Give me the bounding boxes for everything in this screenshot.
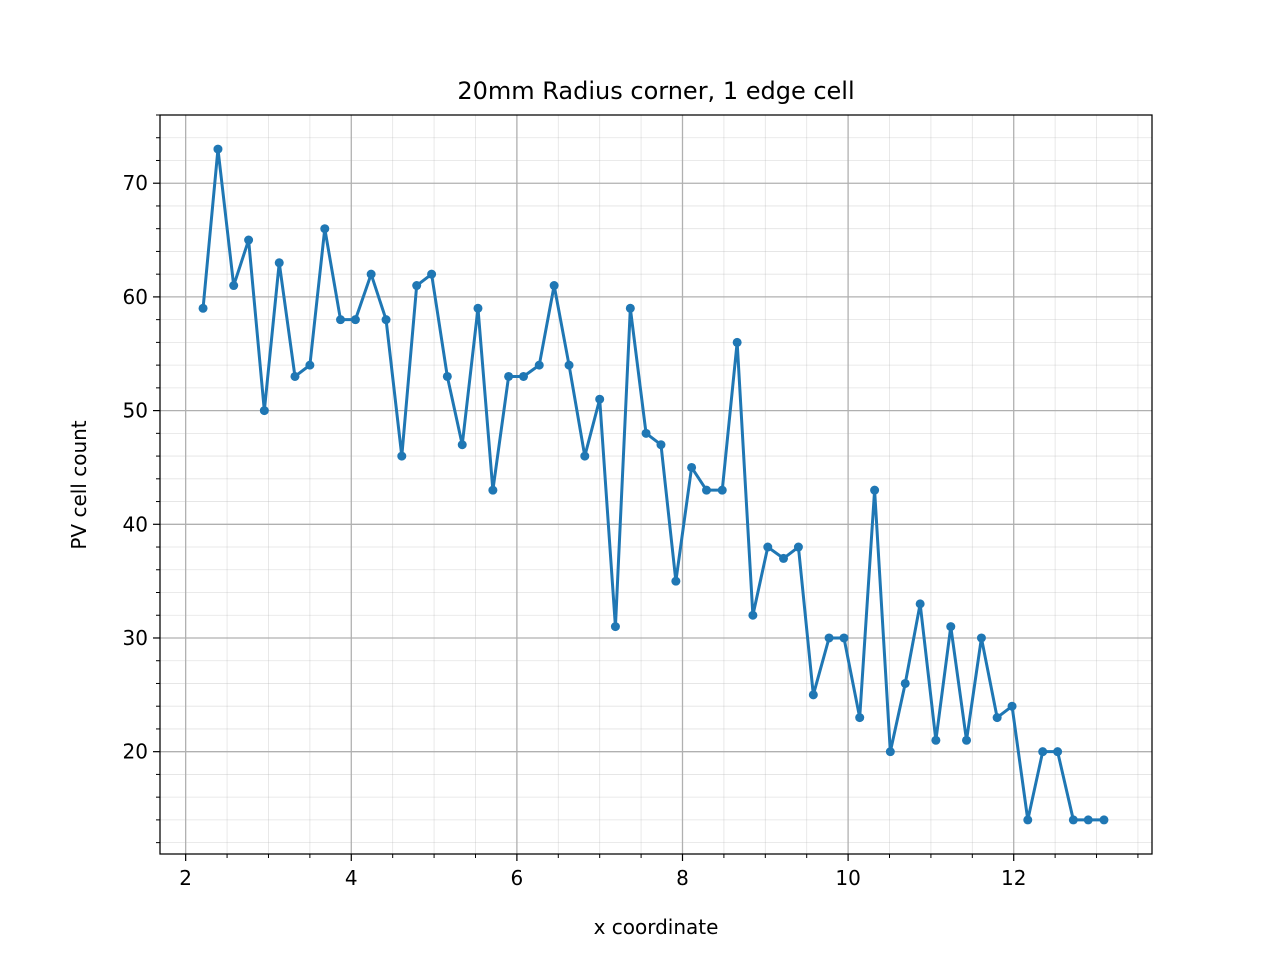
data-point [1083, 815, 1093, 825]
major-grid [160, 115, 1152, 854]
y-axis-label: PV cell count [67, 420, 91, 549]
y-tick-label: 70 [123, 171, 148, 195]
data-point [839, 633, 849, 643]
data-point [946, 622, 956, 632]
x-tick-label: 2 [179, 866, 192, 890]
data-point [808, 690, 818, 700]
data-point [1023, 815, 1033, 825]
data-point [580, 451, 590, 461]
y-tick-label: 40 [123, 512, 148, 536]
data-point [992, 713, 1002, 723]
data-point [504, 371, 514, 381]
data-point [1068, 815, 1078, 825]
data-point [1053, 747, 1063, 757]
x-axis-label: x coordinate [594, 915, 719, 939]
plot-frame [159, 114, 1153, 855]
y-tick-label: 30 [123, 626, 148, 650]
data-point [519, 371, 529, 381]
data-point [779, 553, 789, 563]
data-point [213, 144, 223, 154]
data-point [748, 610, 758, 620]
data-point [671, 576, 681, 586]
data-point [336, 315, 346, 325]
y-tick-label: 20 [123, 740, 148, 764]
x-tick-label: 8 [676, 866, 689, 890]
data-point [457, 440, 467, 450]
data-point [564, 360, 574, 370]
data-point [259, 406, 269, 416]
data-point [793, 542, 803, 552]
data-point [488, 485, 498, 495]
x-tick-label: 12 [1001, 866, 1026, 890]
data-point [1038, 747, 1048, 757]
y-tick-label: 60 [123, 285, 148, 309]
data-point [962, 735, 972, 745]
data-point [381, 315, 391, 325]
data-point [229, 281, 239, 291]
plot-area-background [160, 115, 1152, 854]
data-point [885, 747, 895, 757]
data-point [1099, 815, 1109, 825]
data-point [397, 451, 407, 461]
data-point [366, 269, 376, 279]
data-point [350, 315, 360, 325]
data-point [290, 371, 300, 381]
data-point [320, 224, 330, 234]
data-point [702, 485, 712, 495]
data-point [931, 735, 941, 745]
data-point [549, 281, 559, 291]
data-point [763, 542, 773, 552]
ticks-layer: 2 4 6 8 10 12 20 30 40 50 60 70 [123, 114, 1139, 890]
data-point [625, 303, 635, 313]
data-point [870, 485, 880, 495]
x-tick-label: 10 [835, 866, 860, 890]
data-point [305, 360, 315, 370]
data-point [473, 303, 483, 313]
x-tick-label: 4 [345, 866, 358, 890]
data-point [732, 337, 742, 347]
data-point [198, 303, 208, 313]
data-point [641, 428, 651, 438]
data-point [610, 622, 620, 632]
data-point [534, 360, 544, 370]
data-point [442, 371, 452, 381]
chart-title: 20mm Radius corner, 1 edge cell [457, 77, 854, 105]
data-point [595, 394, 605, 404]
data-point [976, 633, 986, 643]
data-point [687, 462, 697, 472]
data-point [915, 599, 925, 609]
data-point [855, 713, 865, 723]
data-point [1007, 701, 1017, 711]
data-point [274, 258, 284, 268]
data-point [427, 269, 437, 279]
data-point [824, 633, 834, 643]
series-layer [198, 144, 1109, 825]
data-point [900, 678, 910, 688]
data-point [244, 235, 254, 245]
data-point [412, 281, 422, 291]
data-point [717, 485, 727, 495]
x-tick-label: 6 [511, 866, 524, 890]
data-point [656, 440, 666, 450]
y-tick-label: 50 [123, 399, 148, 423]
